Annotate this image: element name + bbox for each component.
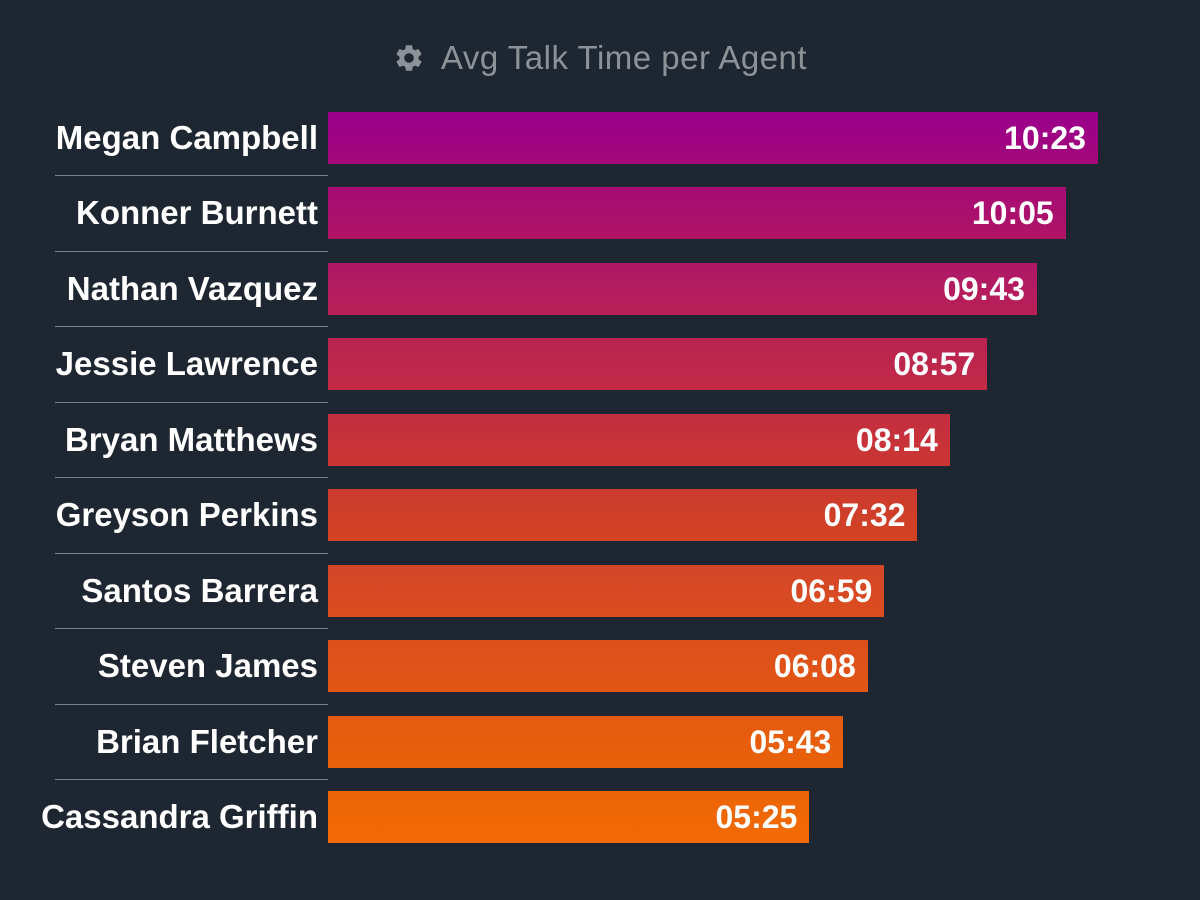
gear-icon[interactable] bbox=[393, 42, 425, 74]
talk-time-value: 05:25 bbox=[715, 799, 798, 836]
bar-row: Jessie Lawrence 08:57 bbox=[0, 327, 1200, 403]
talk-time-value: 10:23 bbox=[1004, 119, 1086, 156]
talk-time-value: 05:43 bbox=[749, 723, 832, 760]
bar-row: Konner Burnett 10:05 bbox=[0, 176, 1200, 252]
bar-area: 07:32 bbox=[328, 489, 1200, 542]
agent-name-label: Konner Burnett bbox=[76, 194, 318, 232]
row-divider bbox=[55, 779, 328, 780]
talk-time-value: 07:32 bbox=[823, 497, 906, 534]
bar-area: 05:25 bbox=[328, 791, 1200, 844]
bar-area: 08:57 bbox=[328, 338, 1200, 391]
talk-time-value: 06:08 bbox=[773, 648, 856, 685]
bar-row: Cassandra Griffin 05:25 bbox=[0, 780, 1200, 856]
bar-row: Santos Barrera 06:59 bbox=[0, 553, 1200, 629]
talk-time-bar[interactable]: 06:08 bbox=[328, 640, 868, 693]
bar-area: 06:59 bbox=[328, 564, 1200, 617]
talk-time-value: 08:14 bbox=[855, 421, 938, 458]
row-divider bbox=[55, 703, 328, 705]
agent-name-label: Brian Fletcher bbox=[96, 722, 318, 760]
agent-name-label: Santos Barrera bbox=[81, 571, 318, 609]
chart-title: Avg Talk Time per Agent bbox=[440, 39, 808, 76]
talk-time-value: 09:43 bbox=[943, 270, 1025, 307]
talk-time-value: 08:57 bbox=[893, 346, 976, 383]
talk-time-bar[interactable]: 05:43 bbox=[328, 715, 844, 768]
bar-row: Steven James 06:08 bbox=[0, 629, 1200, 705]
agent-name-label: Jessie Lawrence bbox=[55, 345, 318, 383]
bar-row: Brian Fletcher 05:43 bbox=[0, 704, 1200, 780]
talk-time-bar[interactable]: 10:23 bbox=[328, 111, 1098, 164]
bar-area: 10:05 bbox=[328, 187, 1200, 240]
agent-name-label: Bryan Matthews bbox=[64, 420, 318, 458]
agent-name-label: Cassandra Griffin bbox=[41, 798, 318, 836]
row-divider bbox=[55, 175, 328, 176]
row-divider bbox=[55, 326, 328, 327]
bar-area: 06:08 bbox=[328, 640, 1200, 693]
row-divider bbox=[55, 552, 328, 554]
bar-area: 08:14 bbox=[328, 413, 1200, 466]
bar-row: Bryan Matthews 08:14 bbox=[0, 402, 1200, 478]
bar-row: Megan Campbell 10:23 bbox=[0, 100, 1200, 176]
agent-name-label: Greyson Perkins bbox=[55, 496, 318, 534]
talk-time-bar[interactable]: 08:14 bbox=[328, 413, 950, 466]
talk-time-bar[interactable]: 05:25 bbox=[328, 791, 810, 844]
talk-time-bar[interactable]: 09:43 bbox=[328, 262, 1037, 315]
talk-time-bar[interactable]: 10:05 bbox=[328, 187, 1066, 240]
bar-row: Nathan Vazquez 09:43 bbox=[0, 251, 1200, 327]
talk-time-bar[interactable]: 07:32 bbox=[328, 489, 918, 542]
bar-area: 05:43 bbox=[328, 715, 1200, 768]
row-divider bbox=[55, 628, 328, 629]
row-divider bbox=[55, 250, 328, 252]
bar-rows: Megan Campbell 10:23 Konner Burnett 10:0… bbox=[0, 100, 1200, 855]
talk-time-bar[interactable]: 06:59 bbox=[328, 564, 885, 617]
chart-header: Avg Talk Time per Agent bbox=[0, 0, 1200, 100]
agent-name-label: Nathan Vazquez bbox=[66, 269, 318, 307]
agent-name-label: Megan Campbell bbox=[55, 118, 318, 156]
bar-area: 10:23 bbox=[328, 111, 1200, 164]
talk-time-value: 06:59 bbox=[790, 572, 873, 609]
talk-time-value: 10:05 bbox=[971, 195, 1054, 232]
bar-area: 09:43 bbox=[328, 262, 1200, 315]
bar-row: Greyson Perkins 07:32 bbox=[0, 478, 1200, 554]
row-divider bbox=[55, 477, 328, 478]
agent-name-label: Steven James bbox=[97, 647, 318, 685]
talk-time-bar[interactable]: 08:57 bbox=[328, 338, 988, 391]
row-divider bbox=[55, 401, 328, 403]
